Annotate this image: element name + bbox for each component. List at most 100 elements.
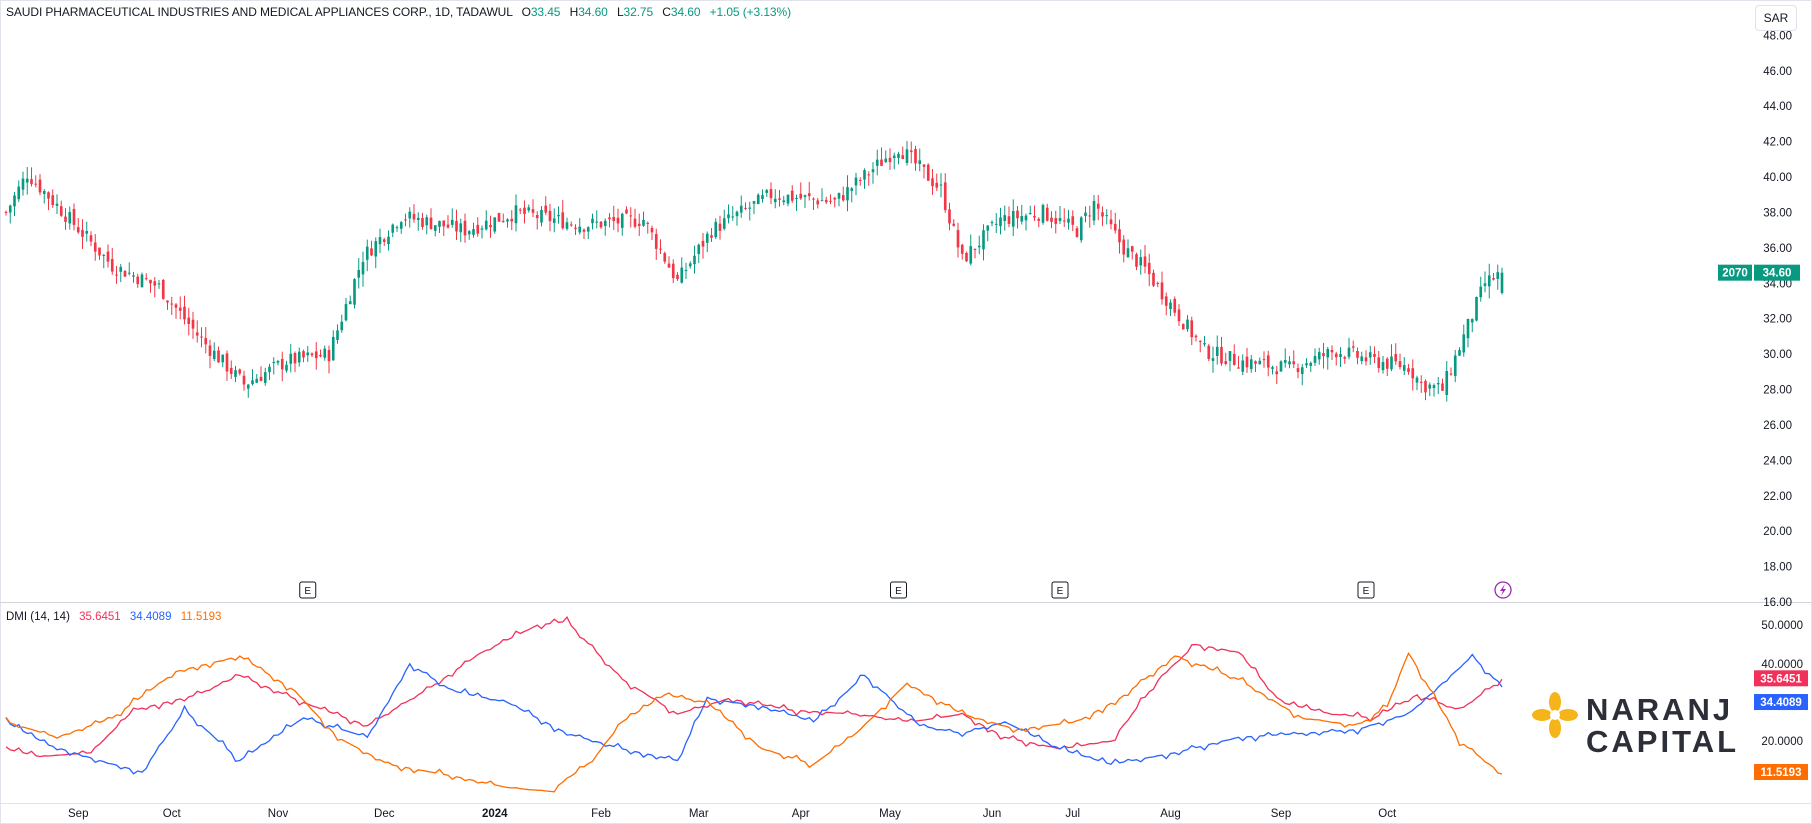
- currency-button[interactable]: SAR: [1755, 5, 1797, 31]
- candle: [1156, 281, 1160, 288]
- candle: [217, 346, 220, 363]
- candle: [242, 370, 246, 391]
- candle-body: [829, 200, 832, 202]
- candle-body: [595, 221, 599, 223]
- candle-body: [1462, 334, 1466, 353]
- candle: [1419, 375, 1423, 393]
- candle: [157, 280, 161, 289]
- candle-body: [1373, 353, 1376, 357]
- candle-body: [21, 178, 25, 190]
- candle-body: [1224, 361, 1228, 365]
- candle-body: [1058, 218, 1062, 221]
- candle-body: [863, 170, 866, 180]
- time-tick-label: May: [879, 808, 901, 820]
- candle: [1487, 263, 1491, 299]
- candle: [926, 163, 930, 181]
- candle: [595, 210, 599, 229]
- candle: [540, 206, 543, 227]
- candle: [1407, 364, 1410, 375]
- earnings-marker: E: [890, 581, 907, 599]
- earnings-icon: [1051, 581, 1069, 599]
- candle-body: [574, 227, 577, 229]
- candle: [1402, 357, 1406, 376]
- candle-body: [1475, 297, 1478, 321]
- candle: [769, 182, 773, 205]
- candle-body: [803, 195, 807, 197]
- candle: [1326, 346, 1330, 370]
- candle: [1028, 205, 1032, 215]
- candle-body: [229, 367, 233, 375]
- candle: [812, 197, 815, 210]
- candle: [115, 265, 118, 284]
- candle-body: [684, 269, 688, 271]
- candle: [399, 220, 403, 234]
- candle-body: [603, 220, 607, 226]
- candle-body: [773, 198, 777, 203]
- candle-body: [1492, 278, 1495, 280]
- candle-body: [1135, 254, 1138, 267]
- candle-body: [1241, 360, 1245, 372]
- candle-body: [1092, 200, 1096, 221]
- candle-body: [149, 279, 152, 284]
- candle: [612, 205, 616, 230]
- candle: [229, 360, 233, 379]
- candle-body: [433, 225, 437, 231]
- candle-body: [51, 195, 55, 205]
- candle-body: [1041, 204, 1045, 223]
- candle: [1194, 334, 1198, 342]
- candle-body: [455, 220, 458, 232]
- candle-body: [102, 254, 106, 256]
- candle-body: [438, 220, 441, 227]
- candle: [1377, 350, 1381, 373]
- candle: [514, 194, 518, 232]
- candle-body: [89, 235, 93, 242]
- candle: [1492, 272, 1495, 281]
- candle-body: [761, 195, 764, 199]
- candle: [561, 200, 565, 230]
- candle: [795, 194, 798, 212]
- candle: [1266, 350, 1270, 377]
- candle: [489, 215, 492, 238]
- candle-body: [701, 240, 705, 247]
- candle: [365, 239, 369, 272]
- candle-body: [1067, 218, 1070, 223]
- candle: [72, 203, 76, 231]
- candle: [523, 200, 526, 224]
- candle: [892, 152, 896, 170]
- candle-body: [646, 223, 650, 225]
- candle-body: [880, 159, 883, 166]
- candle: [263, 367, 267, 386]
- candle-body: [127, 272, 131, 274]
- candle-body: [518, 209, 522, 211]
- candle: [1313, 348, 1317, 366]
- candle-body: [1096, 203, 1100, 209]
- candle-body: [1436, 383, 1440, 385]
- candle: [1067, 209, 1070, 230]
- candle: [1105, 209, 1109, 225]
- candle-body: [416, 217, 420, 221]
- candle-body: [450, 219, 454, 225]
- candle: [140, 272, 144, 288]
- price-tick-label: 42.00: [1763, 137, 1792, 149]
- candle-body: [276, 360, 280, 363]
- candle: [1334, 351, 1338, 366]
- candle: [1045, 203, 1049, 222]
- candle-body: [255, 378, 259, 383]
- candle-body: [799, 193, 803, 199]
- candle: [578, 218, 582, 235]
- candle-body: [285, 364, 288, 371]
- candle-body: [633, 218, 637, 227]
- candle: [786, 194, 790, 207]
- candle: [195, 320, 199, 343]
- candle-body: [637, 223, 641, 226]
- candle-body: [425, 217, 429, 226]
- symbol-header: SAUDI PHARMACEUTICAL INDUSTRIES AND MEDI…: [6, 5, 791, 19]
- candle-body: [378, 237, 382, 245]
- candle-body: [654, 234, 658, 249]
- candle-body: [786, 194, 790, 204]
- candle: [1118, 219, 1121, 254]
- candle: [166, 300, 169, 310]
- candle-body: [1139, 257, 1143, 266]
